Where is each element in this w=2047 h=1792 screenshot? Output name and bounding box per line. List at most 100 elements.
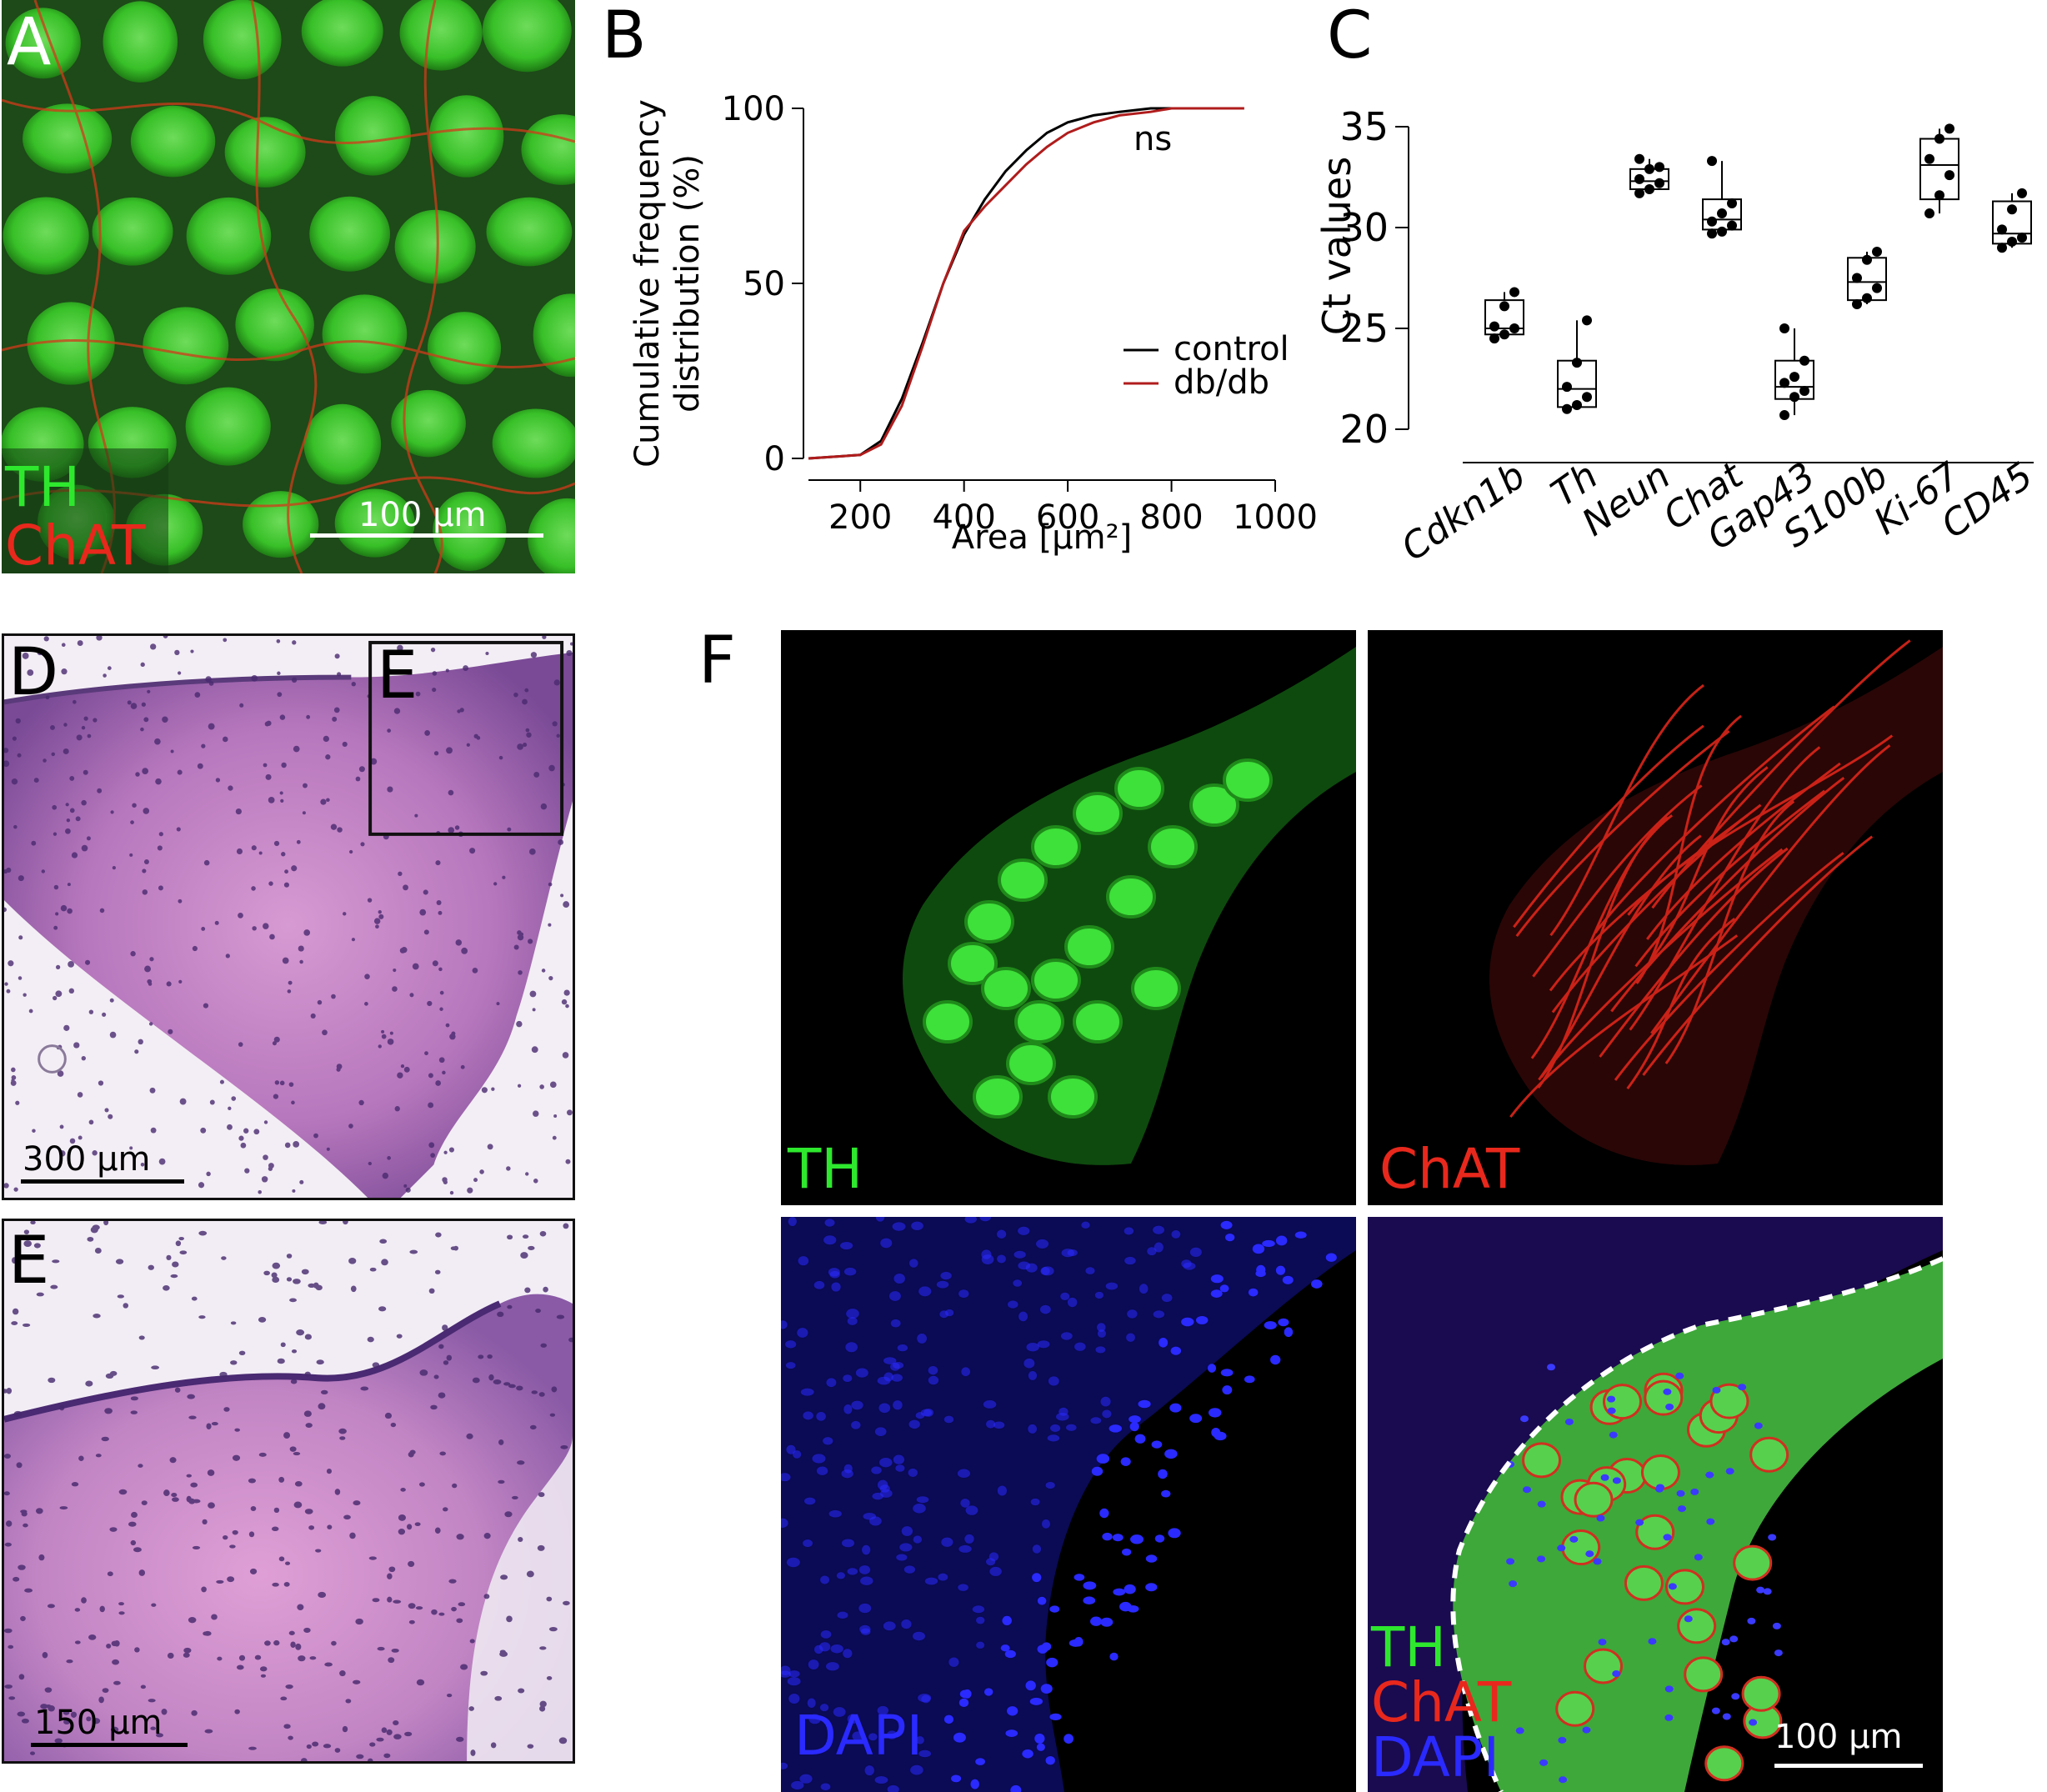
merge-label-th: TH xyxy=(1371,1615,1446,1679)
series-line-dbdb xyxy=(808,107,1244,460)
inset-box xyxy=(368,640,564,836)
ganglion-cells-micrograph xyxy=(2,0,575,573)
label-chat: ChAT xyxy=(1379,1137,1520,1201)
y-tick-label: 30 xyxy=(1339,205,1389,250)
data-point xyxy=(1582,392,1592,403)
legend-label-dbdb: db/db xyxy=(1174,363,1269,402)
data-point xyxy=(2007,204,2017,215)
data-point xyxy=(2017,188,2027,198)
panel-letter-b: B xyxy=(602,0,647,73)
data-point xyxy=(1872,247,1882,258)
ns-annotation: ns xyxy=(1134,120,1172,158)
y-axis-label: Ct values xyxy=(1314,157,1359,335)
scale-bar-label: 100 µm xyxy=(1774,1718,1903,1756)
data-point xyxy=(1934,190,1944,201)
data-point xyxy=(1944,170,1954,181)
data-point xyxy=(1934,133,1944,144)
data-point xyxy=(1779,410,1789,421)
data-point xyxy=(1654,162,1664,173)
series-line-control xyxy=(808,107,1244,460)
x-tick-label: 600 xyxy=(1036,498,1099,537)
data-point xyxy=(1997,224,2007,235)
data-point xyxy=(1789,372,1799,383)
data-point xyxy=(1509,323,1519,333)
data-point xyxy=(1707,228,1717,239)
box-th xyxy=(1557,315,1597,414)
data-point xyxy=(1799,386,1809,397)
data-point xyxy=(1862,254,1872,265)
box-s100b xyxy=(1847,247,1887,309)
ct-values-boxplot: Ct values 20 25 30 35 Cdkn1b Th Neun Chat Gap43… xyxy=(1300,58,2047,633)
label-dapi: DAPI xyxy=(794,1704,923,1768)
merge-label-dapi: DAPI xyxy=(1371,1725,1500,1789)
data-point xyxy=(1634,153,1644,164)
box-neun xyxy=(1629,153,1669,198)
panel-f-chat-image: ChAT xyxy=(1368,630,1943,1205)
y-tick-label: 25 xyxy=(1339,306,1389,351)
data-point xyxy=(1499,301,1509,312)
panel-letter-f: F xyxy=(698,623,736,698)
panel-a-image: TH ChAT 100 µm xyxy=(2,0,575,573)
data-point xyxy=(1509,287,1519,298)
data-point xyxy=(1644,163,1654,174)
label-chat: ChAT xyxy=(5,513,146,573)
data-point xyxy=(1489,321,1499,332)
y-axis-label-line1: Cumulative frequency xyxy=(628,99,667,468)
panel-letter-e: E xyxy=(8,1224,50,1299)
data-point xyxy=(1582,315,1592,326)
box-ki-67 xyxy=(1919,123,1959,219)
data-point xyxy=(1852,298,1862,309)
scale-bar xyxy=(31,1743,188,1747)
panel-f-th-image: TH xyxy=(781,630,1356,1205)
box-cd45 xyxy=(1992,188,2032,253)
data-point xyxy=(2017,233,2027,243)
data-point xyxy=(1944,123,1954,134)
y-axis-label-line2: distribution (%) xyxy=(668,154,707,413)
scale-bar-label: 100 µm xyxy=(358,496,487,534)
scale-bar-label: 300 µm xyxy=(23,1140,151,1179)
data-point xyxy=(1499,329,1509,340)
data-point xyxy=(1779,323,1789,333)
data-point xyxy=(1997,243,2007,253)
x-tick-label: 1000 xyxy=(1233,498,1318,537)
y-tick-label: 100 xyxy=(722,90,785,128)
data-point xyxy=(1707,216,1717,227)
data-point xyxy=(1727,220,1737,231)
data-point xyxy=(1717,226,1727,237)
data-point xyxy=(1634,173,1644,184)
data-point xyxy=(1489,333,1499,344)
data-point xyxy=(1562,382,1572,393)
scale-bar-label: 150 µm xyxy=(34,1704,163,1742)
data-point xyxy=(1634,188,1644,198)
scale-bar xyxy=(310,533,543,538)
data-point xyxy=(1852,273,1862,283)
data-point xyxy=(1717,208,1727,219)
data-point xyxy=(1707,156,1717,167)
data-point xyxy=(1799,355,1809,366)
legend-label-control: control xyxy=(1174,330,1289,368)
panel-d-image: 300 µm xyxy=(2,633,575,1200)
data-point xyxy=(1572,399,1582,410)
label-th: TH xyxy=(5,455,80,519)
data-point xyxy=(1562,403,1572,414)
category-label: Cdkn1b xyxy=(1394,454,1533,569)
data-point xyxy=(1872,283,1882,293)
scale-bar xyxy=(1774,1764,1923,1768)
data-point xyxy=(1644,184,1654,195)
scale-bar xyxy=(21,1179,184,1184)
panel-letter-c: C xyxy=(1327,0,1373,73)
y-tick-label: 20 xyxy=(1339,407,1389,452)
data-point xyxy=(1654,178,1664,188)
panel-letter-a: A xyxy=(7,5,52,80)
data-point xyxy=(1789,392,1799,403)
x-tick-label: 400 xyxy=(932,498,995,537)
panel-f-dapi-image: DAPI xyxy=(781,1217,1356,1792)
merge-label-chat: ChAT xyxy=(1371,1670,1512,1734)
data-point xyxy=(1779,378,1789,388)
panel-e-image: 150 µm xyxy=(2,1219,575,1764)
y-tick-label: 35 xyxy=(1339,104,1389,149)
data-point xyxy=(1727,198,1737,208)
x-tick-label: 200 xyxy=(828,498,892,537)
he-stained-ganglion xyxy=(4,636,573,1198)
he-stained-ganglion-zoom xyxy=(4,1221,573,1761)
